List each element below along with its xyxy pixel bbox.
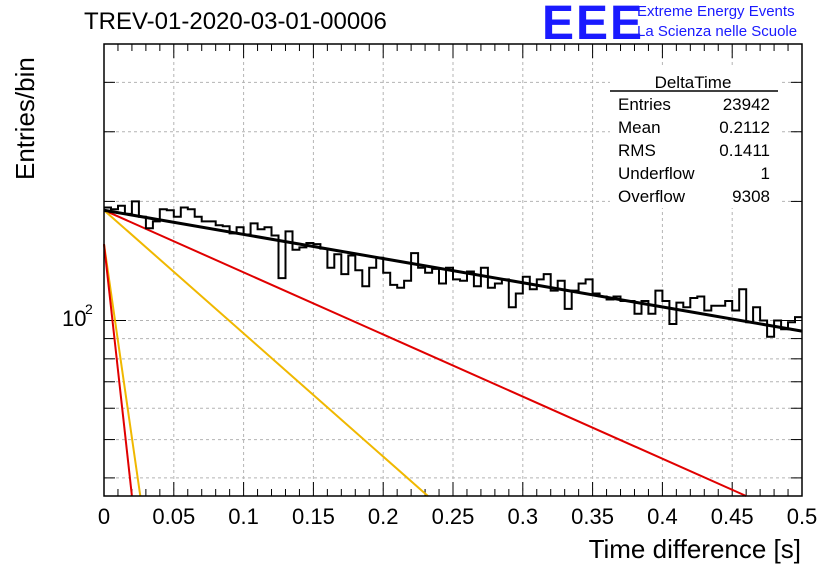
plot-frame <box>103 43 803 497</box>
stats-value: 1 <box>761 164 770 183</box>
x-tick-label: 0.25 <box>432 504 475 529</box>
y-tick-label: 10 2 <box>62 301 93 331</box>
yellow-component-line <box>103 209 429 497</box>
histogram-series <box>104 200 802 338</box>
org-name-line2: La Scienza nelle Scuole <box>637 23 798 40</box>
stats-value: 9308 <box>732 187 770 206</box>
x-tick-label: 0.1 <box>228 504 259 529</box>
x-tick-label: 0 <box>98 504 110 529</box>
x-tick-label: 0.35 <box>571 504 614 529</box>
stats-label: Mean <box>618 118 661 137</box>
fit-components <box>103 209 747 497</box>
stats-value: 0.1411 <box>719 141 770 160</box>
x-axis-label: Time difference [s] <box>589 534 801 564</box>
x-tick-labels: 0 0.05 0.1 0.15 0.2 0.25 0.3 0.35 0.4 0.45 0.5 <box>98 504 817 529</box>
stats-label: RMS <box>618 141 656 160</box>
total-fit-series <box>103 208 803 333</box>
stats-value: 23942 <box>723 95 770 114</box>
red-component-line <box>103 243 133 497</box>
yellow-component-line <box>103 243 142 497</box>
axis-ticks <box>103 43 803 496</box>
stats-label: Underflow <box>618 164 695 183</box>
svg-text:10: 10 <box>62 306 86 331</box>
stats-box-name: DeltaTime <box>655 73 732 92</box>
red-component-line <box>103 209 747 497</box>
x-tick-label: 0.5 <box>787 504 818 529</box>
stats-label: Overflow <box>618 187 686 206</box>
run-title: TREV-01-2020-03-01-00006 <box>84 8 387 35</box>
x-tick-label: 0.2 <box>368 504 399 529</box>
svg-text:2: 2 <box>85 301 93 317</box>
histogram-outline <box>104 200 802 338</box>
x-tick-label: 0.15 <box>292 504 335 529</box>
stats-value: 0.2112 <box>719 118 770 137</box>
total-fit-line <box>103 208 803 333</box>
stats-label: Entries <box>618 95 671 114</box>
org-name-line1: Extreme Energy Events <box>637 3 795 20</box>
x-tick-label: 0.05 <box>152 504 195 529</box>
grid-lines <box>104 44 802 496</box>
x-tick-label: 0.3 <box>508 504 539 529</box>
x-tick-label: 0.45 <box>711 504 754 529</box>
eee-logo: EEE <box>542 0 645 50</box>
x-tick-label: 0.4 <box>647 504 678 529</box>
stats-box: DeltaTime Entries 23942 Mean 0.2112 RMS 0.141… <box>610 68 782 208</box>
y-axis-label: Entries/bin <box>10 57 40 180</box>
